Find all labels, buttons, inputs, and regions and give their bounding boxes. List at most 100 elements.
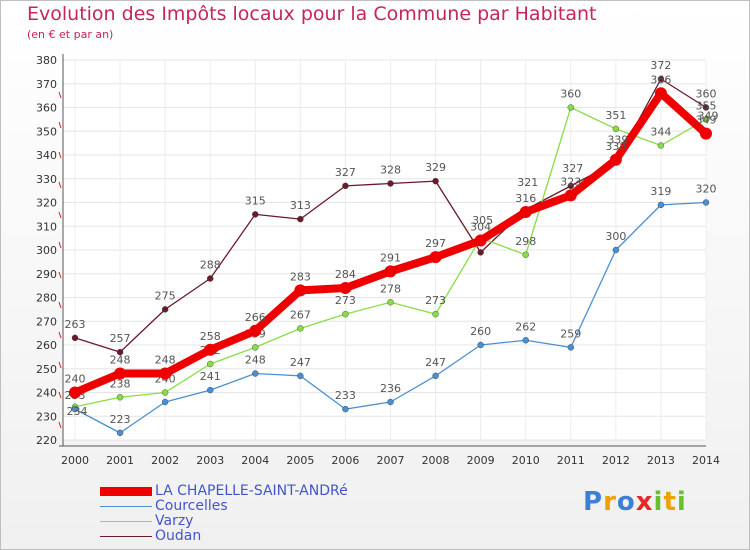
data-point [71,334,79,342]
data-label: 258 [200,330,221,343]
data-label: 288 [200,259,221,272]
data-label: 328 [380,164,401,177]
data-point [429,251,442,264]
y-tick-label: 310 [36,220,57,233]
data-point [207,360,214,368]
data-point [612,246,620,254]
data-label: 259 [560,327,581,340]
axis-marker [58,151,62,159]
data-label: 248 [110,354,131,367]
data-label: 291 [380,251,401,264]
data-point [519,206,532,218]
data-label: 327 [562,162,583,175]
proxiti-logo: Proxiti [583,487,687,517]
data-point [161,398,169,406]
legend-label: LA CHAPELLE-SAINT-ANDRé [155,483,348,499]
data-point [702,116,710,123]
legend-item: Oudan [100,528,400,544]
data-label: 329 [425,161,446,174]
data-label: 297 [425,237,446,250]
data-point [432,310,439,318]
legend: LA CHAPELLE-SAINT-ANDRé Courcelles Varzy… [100,483,400,544]
data-point [294,284,307,297]
legend-item: Varzy [100,513,400,529]
y-tick-label: 230 [36,410,57,423]
x-tick-label: 2005 [286,454,314,467]
x-tick-label: 2008 [422,454,450,467]
x-tick-label: 2012 [602,454,630,467]
data-point [342,182,349,190]
data-label: 257 [110,332,131,345]
data-label: 323 [560,175,581,188]
data-point [207,386,214,394]
legend-swatch [100,535,152,538]
data-point [252,370,259,377]
data-label: 304 [470,221,491,234]
x-tick-label: 2002 [151,454,179,467]
x-tick-label: 2013 [647,454,675,467]
chart-subtitle: (en € et par an) [27,28,114,41]
x-tick-label: 2004 [241,454,269,467]
data-point [297,215,304,223]
axis-marker [58,391,62,399]
data-label: 360 [696,88,717,101]
data-point [204,343,217,356]
y-tick-label: 280 [36,292,57,305]
x-tick-label: 2003 [196,454,224,467]
data-label: 266 [245,311,266,324]
data-label: 260 [470,325,491,338]
y-tick-label: 300 [36,244,57,257]
y-tick-label: 380 [36,54,57,67]
data-label: 247 [425,356,446,369]
logo-letter: i [653,487,664,517]
y-tick-label: 240 [36,387,57,400]
legend-swatch [100,487,152,496]
data-point [71,405,79,413]
data-point [342,310,349,318]
legend-swatch [100,520,152,523]
axis-marker [58,361,62,369]
data-point [161,389,169,396]
data-point [116,429,124,437]
legend-swatch [100,505,152,508]
y-tick-label: 360 [36,102,57,115]
data-point [249,324,262,337]
legend-label: Oudan [155,528,202,544]
data-point [387,299,394,306]
data-point [654,87,667,100]
data-label: 240 [65,373,86,386]
data-point [252,344,259,351]
data-label: 247 [290,356,311,369]
data-point [116,348,124,356]
data-point [384,265,397,278]
legend-item: Courcelles [100,498,400,514]
y-tick-label: 220 [36,434,57,447]
data-label: 360 [560,88,581,101]
data-label: 300 [605,230,626,243]
axis-marker [58,331,62,339]
y-tick-label: 270 [36,315,57,328]
data-point [387,180,394,187]
data-point [657,201,665,209]
data-label: 372 [650,59,671,72]
data-point [477,341,484,349]
x-tick-label: 2006 [331,454,359,467]
x-tick-label: 2011 [557,454,585,467]
axis-marker [58,91,62,99]
data-label: 234 [67,405,88,418]
data-label: 262 [515,320,536,333]
data-label: 315 [245,194,266,207]
axis-marker [58,241,62,249]
data-label: 313 [290,199,311,212]
y-tick-label: 330 [36,173,57,186]
x-tick-label: 2001 [106,454,134,467]
data-point [657,142,665,149]
x-tick-label: 2010 [512,454,540,467]
y-tick-label: 250 [36,363,57,376]
data-point [477,249,484,256]
y-tick-label: 260 [36,339,57,352]
data-label: 275 [155,289,176,302]
data-label: 305 [472,214,493,227]
data-point [252,211,259,218]
